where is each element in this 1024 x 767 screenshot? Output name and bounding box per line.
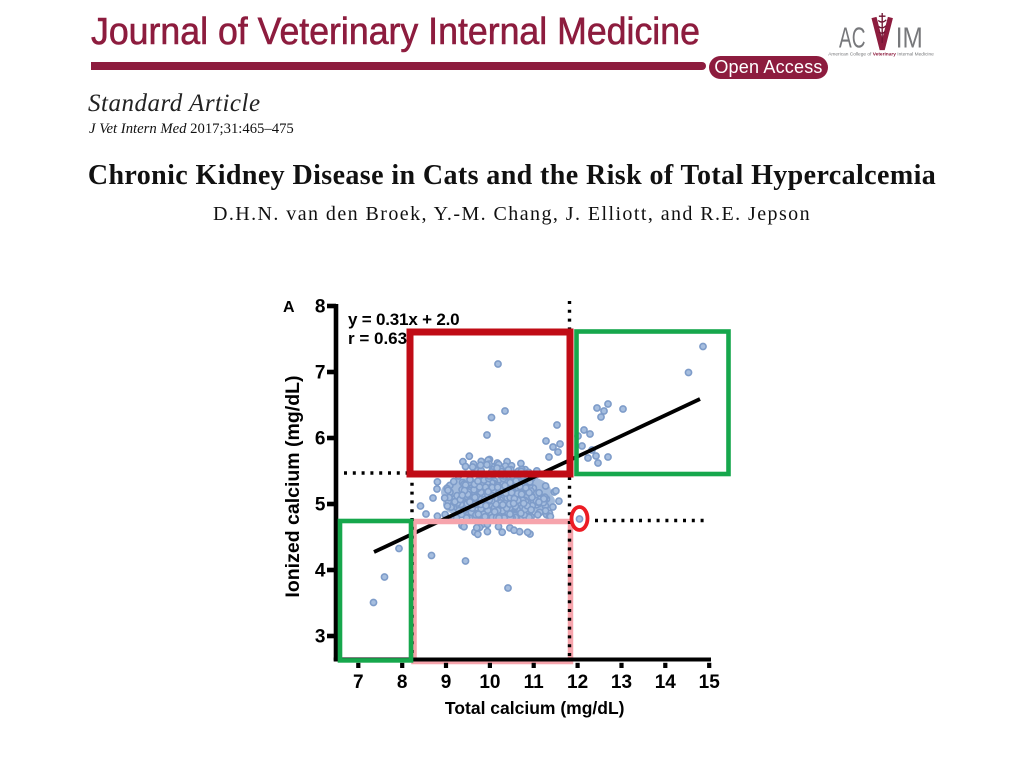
svg-text:IM: IM — [896, 23, 923, 55]
svg-text:5: 5 — [315, 495, 326, 516]
svg-text:11: 11 — [524, 672, 545, 693]
svg-text:8: 8 — [315, 297, 326, 318]
svg-text:4: 4 — [315, 561, 326, 582]
svg-text:American College of Veterinary: American College of Veterinary Internal … — [828, 52, 934, 58]
svg-text:8: 8 — [397, 672, 408, 693]
svg-text:6: 6 — [315, 429, 326, 450]
svg-text:7: 7 — [315, 363, 326, 384]
svg-text:y = 0.31x + 2.0: y = 0.31x + 2.0 — [348, 310, 459, 329]
svg-text:15: 15 — [699, 672, 721, 693]
svg-text:12: 12 — [567, 672, 588, 693]
svg-text:AC: AC — [839, 23, 866, 55]
svg-text:10: 10 — [479, 672, 500, 693]
svg-text:Total calcium (mg/dL): Total calcium (mg/dL) — [445, 698, 625, 718]
svg-text:14: 14 — [655, 672, 677, 693]
svg-text:Ionized calcium (mg/dL): Ionized calcium (mg/dL) — [282, 375, 304, 597]
svg-text:13: 13 — [611, 672, 632, 693]
svg-text:7: 7 — [353, 672, 364, 693]
svg-text:9: 9 — [441, 672, 452, 693]
svg-text:A: A — [283, 299, 295, 316]
svg-text:3: 3 — [315, 627, 326, 648]
svg-text:r = 0.63: r = 0.63 — [348, 329, 407, 348]
